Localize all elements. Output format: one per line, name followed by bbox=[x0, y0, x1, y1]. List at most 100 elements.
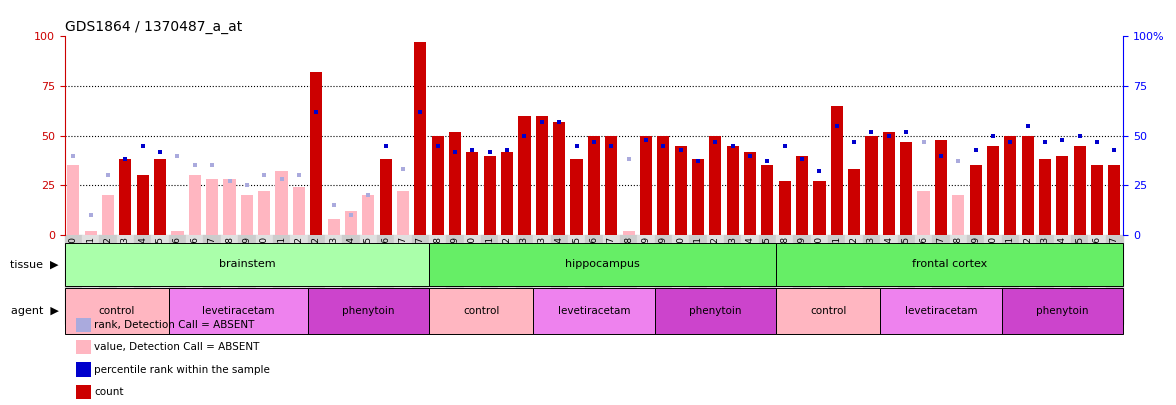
Bar bbox=[377, 235, 394, 324]
Bar bbox=[239, 235, 255, 324]
Bar bbox=[984, 235, 1002, 324]
Bar bbox=[255, 235, 273, 324]
Bar bbox=[759, 235, 776, 324]
Bar bbox=[657, 136, 669, 235]
Bar bbox=[259, 191, 270, 235]
Bar bbox=[169, 235, 186, 324]
Bar bbox=[588, 136, 600, 235]
Bar bbox=[345, 211, 358, 235]
Bar bbox=[779, 181, 790, 235]
Bar bbox=[65, 288, 169, 334]
Bar bbox=[776, 235, 794, 324]
Bar bbox=[866, 136, 877, 235]
Bar bbox=[620, 235, 637, 324]
Bar bbox=[362, 195, 374, 235]
Bar bbox=[689, 235, 707, 324]
Bar bbox=[848, 169, 860, 235]
Text: control: control bbox=[810, 306, 847, 316]
Bar bbox=[606, 136, 617, 235]
Bar bbox=[917, 191, 929, 235]
Bar bbox=[449, 132, 461, 235]
Bar bbox=[360, 235, 377, 324]
Bar bbox=[744, 151, 756, 235]
Bar bbox=[655, 288, 776, 334]
Bar bbox=[241, 195, 253, 235]
Bar bbox=[761, 165, 774, 235]
Bar bbox=[501, 151, 513, 235]
Text: phenytoin: phenytoin bbox=[1036, 306, 1089, 316]
Bar bbox=[519, 116, 530, 235]
Bar bbox=[380, 160, 392, 235]
Bar bbox=[883, 132, 895, 235]
Bar bbox=[1018, 235, 1036, 324]
Text: phenytoin: phenytoin bbox=[689, 306, 742, 316]
Bar bbox=[169, 288, 308, 334]
Bar bbox=[221, 235, 239, 324]
Bar bbox=[429, 288, 533, 334]
Text: rank, Detection Call = ABSENT: rank, Detection Call = ABSENT bbox=[94, 320, 254, 330]
Text: phenytoin: phenytoin bbox=[342, 306, 395, 316]
Bar bbox=[675, 145, 687, 235]
Bar bbox=[776, 288, 880, 334]
Bar bbox=[136, 175, 149, 235]
Bar bbox=[915, 235, 933, 324]
Bar bbox=[1091, 165, 1103, 235]
Bar bbox=[727, 145, 739, 235]
Bar bbox=[967, 235, 984, 324]
Bar bbox=[622, 231, 635, 235]
Bar bbox=[499, 235, 516, 324]
Bar bbox=[709, 136, 721, 235]
Bar bbox=[414, 43, 427, 235]
Bar bbox=[810, 235, 828, 324]
Bar bbox=[814, 181, 826, 235]
Bar bbox=[536, 116, 548, 235]
Bar bbox=[987, 145, 1000, 235]
Bar bbox=[1054, 235, 1071, 324]
Text: levetiracetam: levetiracetam bbox=[904, 306, 977, 316]
Text: levetiracetam: levetiracetam bbox=[557, 306, 630, 316]
Bar bbox=[553, 122, 566, 235]
Bar bbox=[152, 235, 169, 324]
Bar bbox=[467, 151, 479, 235]
Bar bbox=[308, 235, 325, 324]
Bar bbox=[429, 235, 447, 324]
Bar bbox=[724, 235, 741, 324]
Bar bbox=[900, 142, 913, 235]
Bar bbox=[82, 235, 100, 324]
Bar bbox=[308, 288, 429, 334]
Bar bbox=[188, 175, 201, 235]
Bar bbox=[935, 140, 947, 235]
Text: percentile rank within the sample: percentile rank within the sample bbox=[94, 365, 270, 375]
Bar bbox=[691, 160, 704, 235]
Bar bbox=[794, 235, 810, 324]
Bar bbox=[275, 171, 288, 235]
Bar bbox=[1108, 165, 1121, 235]
Bar bbox=[394, 235, 412, 324]
Text: hippocampus: hippocampus bbox=[566, 259, 640, 269]
Bar bbox=[533, 235, 550, 324]
Bar bbox=[1071, 235, 1088, 324]
Bar bbox=[953, 195, 964, 235]
Bar bbox=[342, 235, 360, 324]
Bar bbox=[1105, 235, 1123, 324]
Bar bbox=[483, 156, 496, 235]
Text: control: control bbox=[99, 306, 135, 316]
Bar bbox=[447, 235, 463, 324]
Bar bbox=[154, 160, 166, 235]
Bar bbox=[172, 231, 183, 235]
Bar bbox=[412, 235, 429, 324]
Text: count: count bbox=[94, 387, 123, 397]
Bar bbox=[463, 235, 481, 324]
Bar bbox=[880, 288, 1002, 334]
Bar bbox=[671, 235, 689, 324]
Bar bbox=[637, 235, 655, 324]
Bar bbox=[100, 235, 116, 324]
Bar bbox=[707, 235, 724, 324]
Bar bbox=[1002, 235, 1018, 324]
Bar bbox=[776, 243, 1123, 286]
Bar bbox=[830, 106, 843, 235]
Bar bbox=[1022, 136, 1034, 235]
Bar bbox=[570, 160, 582, 235]
Bar bbox=[134, 235, 152, 324]
Bar bbox=[1038, 160, 1051, 235]
